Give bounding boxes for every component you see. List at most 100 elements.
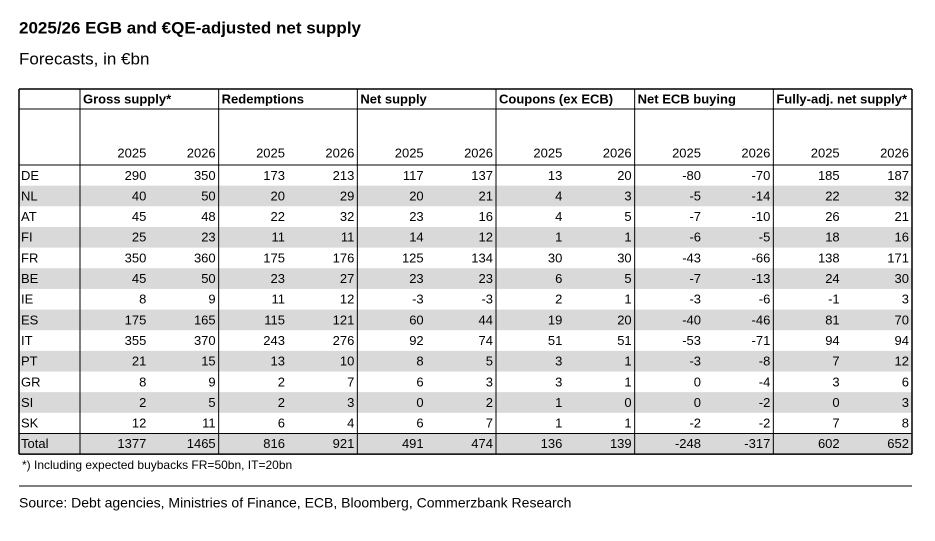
group-header: Net ECB buying	[638, 91, 736, 106]
row-label: Total	[21, 436, 49, 451]
cell-value: 11	[202, 416, 216, 431]
cell-value: 115	[264, 312, 285, 327]
cell-value: 1	[624, 292, 631, 307]
cell-value: 45	[132, 271, 146, 286]
cell-value: 23	[271, 271, 285, 286]
cell-value: 23	[479, 271, 493, 286]
row-label: SK	[21, 416, 39, 431]
cell-value: 23	[409, 209, 423, 224]
cell-value: 11	[272, 292, 286, 307]
subtitle: Forecasts, in €bn	[19, 49, 149, 68]
cell-value: 0	[694, 395, 701, 410]
cell-value: 16	[895, 230, 909, 245]
cell-value: 25	[132, 230, 146, 245]
cell-value: 173	[263, 168, 285, 183]
cell-value: 816	[263, 436, 285, 451]
cell-value: 1	[624, 416, 631, 431]
cell-value: 7	[486, 416, 493, 431]
row-shade	[19, 392, 912, 413]
cell-value: 26	[825, 209, 839, 224]
cell-value: 175	[263, 250, 285, 265]
cell-value: 360	[194, 250, 216, 265]
cell-value: 1	[624, 230, 631, 245]
year-header: 2026	[603, 145, 632, 160]
cell-value: 350	[125, 250, 147, 265]
year-header: 2025	[256, 145, 285, 160]
cell-value: 8	[416, 354, 423, 369]
cell-value: -46	[752, 312, 771, 327]
cell-value: 24	[825, 271, 839, 286]
cell-value: 94	[825, 333, 839, 348]
cell-value: 7	[832, 416, 839, 431]
row-label: BE	[21, 271, 39, 286]
cell-value: -71	[752, 333, 771, 348]
cell-value: -43	[682, 250, 701, 265]
cell-value: -13	[752, 271, 771, 286]
cell-value: 602	[818, 436, 840, 451]
year-header: 2026	[880, 145, 909, 160]
cell-value: 474	[471, 436, 493, 451]
group-header: Fully-adj. net supply*	[776, 91, 908, 106]
row-label: ES	[21, 312, 39, 327]
year-header: 2026	[187, 145, 216, 160]
cell-value: 290	[125, 168, 147, 183]
cell-value: 13	[548, 168, 562, 183]
cell-value: -6	[759, 292, 771, 307]
cell-value: 30	[617, 250, 631, 265]
row-label: SI	[21, 395, 33, 410]
cell-value: 6	[416, 416, 423, 431]
row-label: DE	[21, 168, 39, 183]
cell-value: 22	[825, 188, 839, 203]
cell-value: 6	[902, 374, 909, 389]
cell-value: 6	[278, 416, 285, 431]
cell-value: 2	[486, 395, 493, 410]
cell-value: 12	[340, 292, 354, 307]
cell-value: 32	[340, 209, 354, 224]
cell-value: -3	[689, 354, 701, 369]
cell-value: 134	[471, 250, 493, 265]
cell-value: 213	[333, 168, 355, 183]
cell-value: 1377	[117, 436, 146, 451]
cell-value: 117	[403, 168, 424, 183]
cell-value: 22	[271, 209, 285, 224]
cell-value: -70	[752, 168, 771, 183]
cell-value: -6	[689, 230, 701, 245]
cell-value: -14	[752, 188, 771, 203]
cell-value: 1	[555, 416, 562, 431]
cell-value: 370	[194, 333, 216, 348]
cell-value: 12	[895, 354, 909, 369]
cell-value: 2	[278, 395, 285, 410]
cell-value: 2	[139, 395, 146, 410]
group-header: Coupons (ex ECB)	[499, 91, 613, 106]
cell-value: -2	[689, 416, 701, 431]
cell-value: 136	[541, 436, 563, 451]
cell-value: 23	[201, 230, 215, 245]
cell-value: -3	[412, 292, 424, 307]
cell-value: -317	[744, 436, 770, 451]
year-header: 2025	[672, 145, 701, 160]
cell-value: 5	[624, 271, 631, 286]
row-label: FI	[21, 230, 33, 245]
cell-value: 21	[895, 209, 909, 224]
row-shade	[19, 350, 912, 372]
cell-value: 137	[471, 168, 493, 183]
source: Source: Debt agencies, Ministries of Fin…	[19, 495, 571, 511]
cell-value: -66	[752, 250, 771, 265]
cell-value: 176	[333, 250, 355, 265]
cell-value: 0	[624, 395, 631, 410]
cell-value: 94	[895, 333, 909, 348]
cell-value: 50	[201, 271, 215, 286]
cell-value: 50	[201, 188, 215, 203]
cell-value: -5	[689, 188, 701, 203]
cell-value: 15	[201, 354, 215, 369]
footnote: *) Including expected buybacks FR=50bn, …	[22, 458, 292, 472]
cell-value: 74	[479, 333, 493, 348]
year-header: 2025	[395, 145, 424, 160]
row-label: PT	[21, 354, 38, 369]
cell-value: 18	[825, 230, 839, 245]
cell-value: 7	[347, 374, 354, 389]
cell-value: -248	[675, 436, 701, 451]
cell-value: -8	[759, 354, 771, 369]
cell-value: 81	[825, 312, 839, 327]
